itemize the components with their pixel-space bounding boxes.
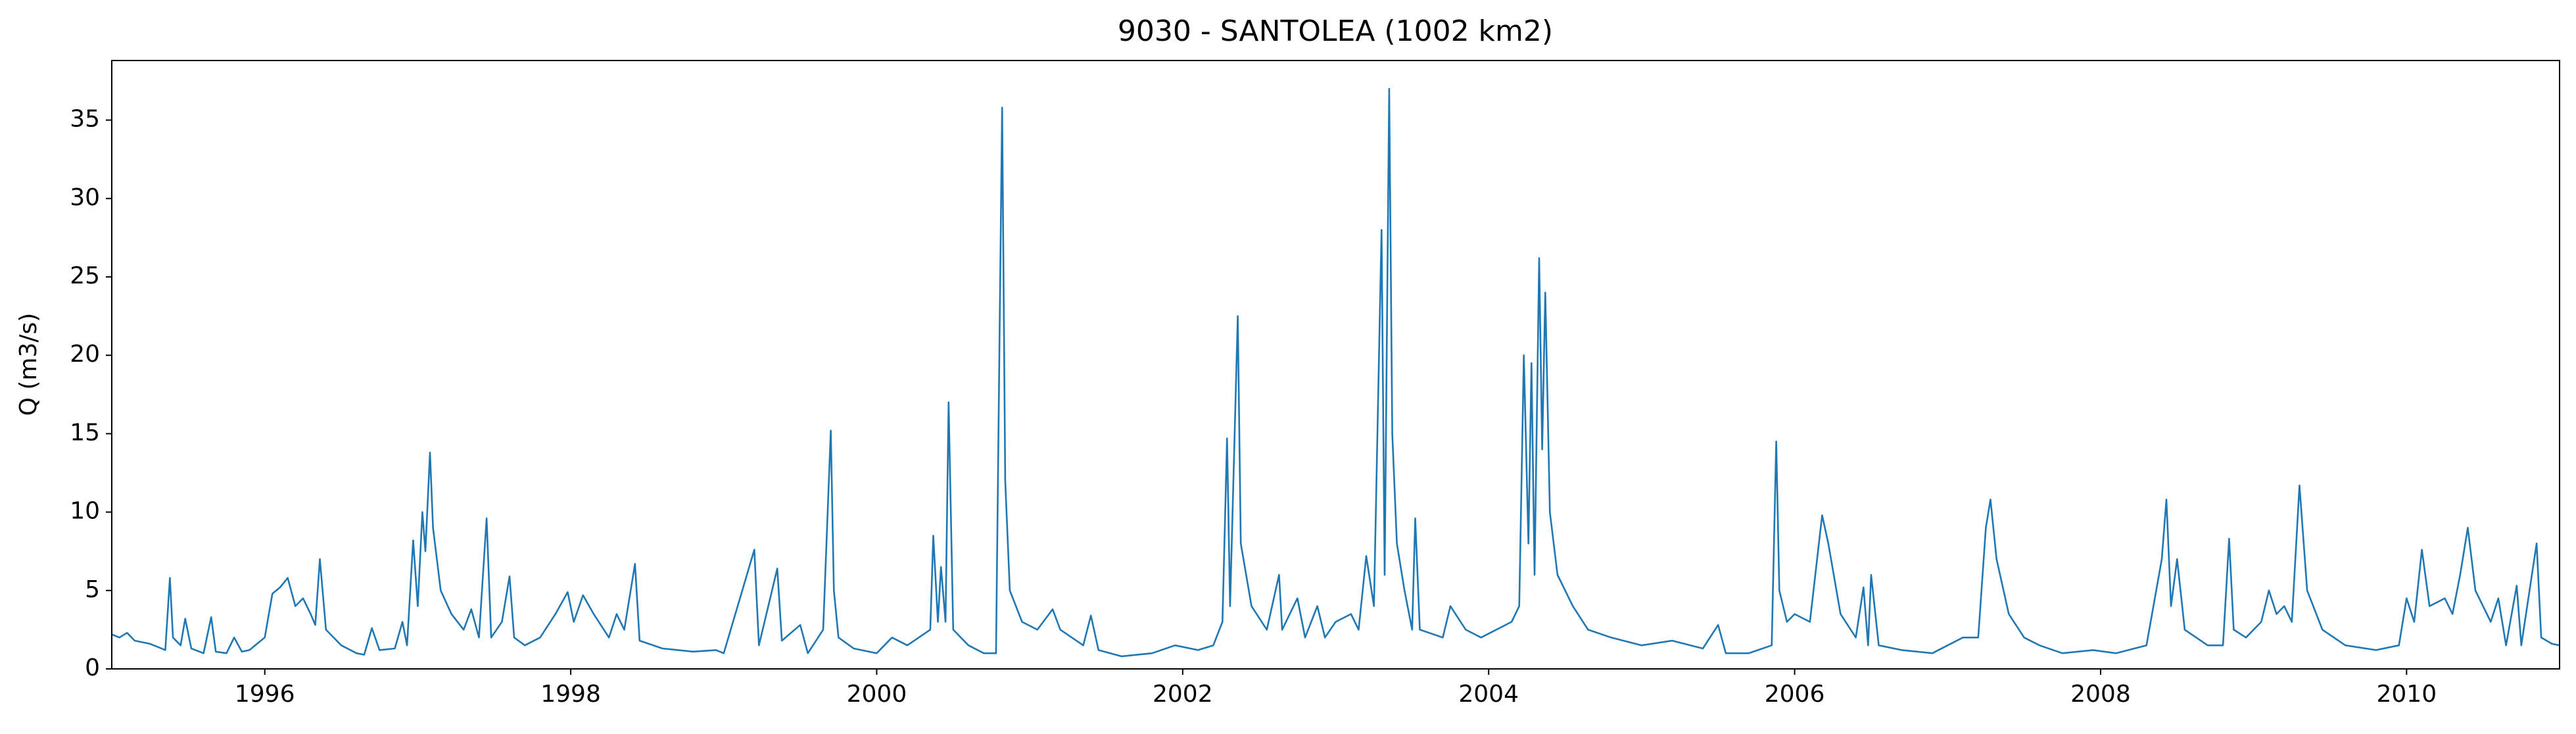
y-tick-label: 5 [85,576,100,603]
y-tick-label: 10 [70,498,100,525]
x-tick-label: 2002 [1153,681,1213,708]
x-tick-label: 2004 [1458,681,1519,708]
x-tick-label: 1998 [540,681,601,708]
y-tick-label: 30 [70,184,100,211]
y-tick-label: 35 [70,106,100,133]
y-tick-label: 20 [70,341,100,368]
x-tick-label: 2008 [2070,681,2131,708]
data-line [111,87,2560,658]
y-axis-label: Q (m3/s) [15,313,42,416]
x-tick-label: 2000 [847,681,907,708]
x-tick-label: 1996 [235,681,295,708]
x-tick-label: 2010 [2377,681,2437,708]
y-tick-label: 0 [85,654,100,681]
y-tick-label: 15 [70,419,100,446]
plot-frame [111,60,2560,670]
y-tick-label: 25 [70,262,100,289]
chart-title: 9030 - SANTOLEA (1002 km2) [1118,14,1553,48]
x-tick-label: 2006 [1765,681,1825,708]
